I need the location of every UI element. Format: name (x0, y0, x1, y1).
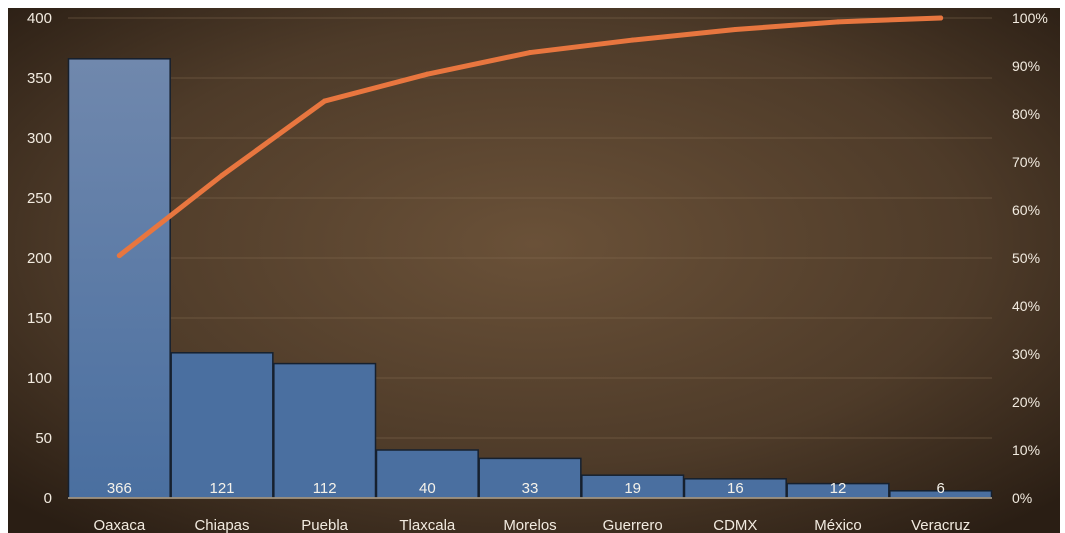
data-label: 33 (522, 480, 539, 497)
cumulative-point (938, 16, 943, 21)
y2-tick-label: 80% (1012, 106, 1040, 122)
data-label: 12 (830, 480, 847, 497)
y2-tick-label: 90% (1012, 58, 1040, 74)
y-tick-label: 350 (27, 70, 52, 87)
data-label: 366 (107, 480, 132, 497)
y-tick-label: 100 (27, 370, 52, 387)
y2-tick-label: 40% (1012, 298, 1040, 314)
y2-tick-label: 10% (1012, 442, 1040, 458)
cumulative-point (528, 50, 533, 55)
bar-puebla (274, 364, 376, 498)
x-tick-label: Veracruz (911, 517, 970, 533)
data-label: 121 (209, 480, 234, 497)
y2-tick-label: 70% (1012, 154, 1040, 170)
x-tick-label: Morelos (503, 517, 556, 533)
y-tick-label: 250 (27, 190, 52, 207)
x-tick-label: Tlaxcala (399, 517, 456, 533)
x-tick-label: Oaxaca (93, 517, 145, 533)
x-tick-label: Puebla (301, 517, 348, 533)
y-tick-label: 300 (27, 130, 52, 147)
y2-tick-label: 0% (1012, 490, 1032, 506)
y-tick-label: 200 (27, 250, 52, 267)
y2-tick-label: 100% (1012, 10, 1048, 26)
y-tick-label: 400 (27, 10, 52, 27)
data-label: 16 (727, 480, 744, 497)
y2-tick-label: 30% (1012, 346, 1040, 362)
data-label: 40 (419, 480, 436, 497)
bar-chiapas (171, 353, 273, 498)
x-tick-label: México (814, 517, 862, 533)
y-tick-label: 50 (35, 430, 52, 447)
cumulative-point (220, 173, 225, 178)
cumulative-point (425, 72, 430, 77)
y2-tick-label: 50% (1012, 250, 1040, 266)
cumulative-point (117, 253, 122, 258)
y2-tick-label: 20% (1012, 394, 1040, 410)
cumulative-point (733, 27, 738, 32)
cumulative-point (322, 99, 327, 104)
data-label: 6 (936, 480, 944, 497)
y-tick-label: 0 (44, 490, 52, 507)
data-label: 112 (313, 480, 337, 497)
cumulative-point (630, 38, 635, 43)
bar-oaxaca (69, 59, 171, 498)
x-tick-label: Guerrero (603, 517, 663, 533)
cumulative-point (836, 19, 841, 24)
y-tick-label: 150 (27, 310, 52, 327)
y2-tick-label: 60% (1012, 202, 1040, 218)
data-label: 19 (624, 480, 641, 497)
x-tick-label: CDMX (713, 517, 757, 533)
x-tick-label: Chiapas (194, 517, 249, 533)
